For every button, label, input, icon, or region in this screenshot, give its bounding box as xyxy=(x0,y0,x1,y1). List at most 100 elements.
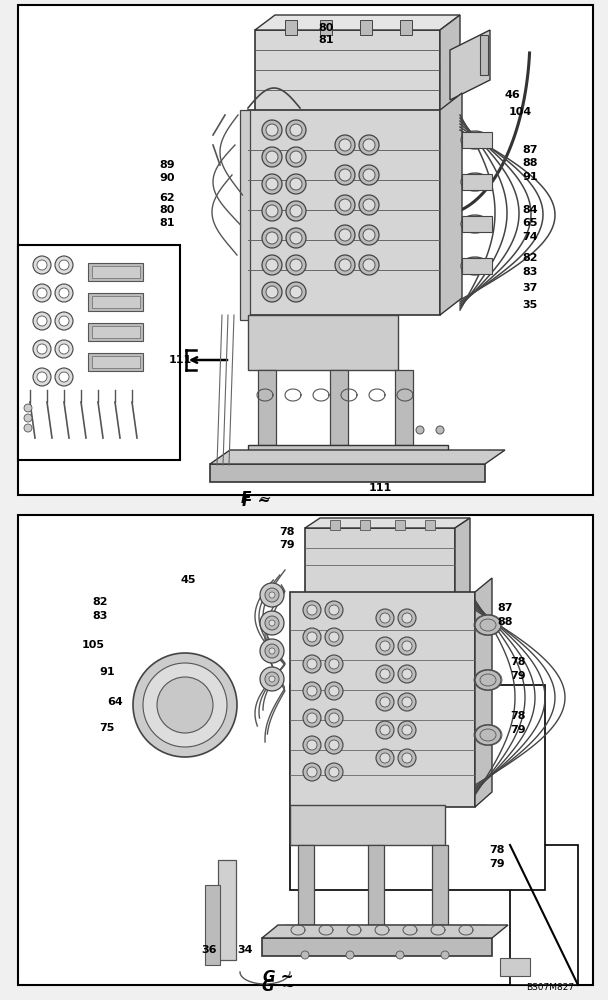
Circle shape xyxy=(290,232,302,244)
Bar xyxy=(290,592,475,807)
Ellipse shape xyxy=(461,131,489,149)
Bar xyxy=(18,245,180,460)
Polygon shape xyxy=(440,15,460,115)
Circle shape xyxy=(262,228,282,248)
Text: 45: 45 xyxy=(180,575,196,585)
Bar xyxy=(480,35,488,75)
Bar xyxy=(395,370,413,445)
Circle shape xyxy=(59,316,69,326)
Circle shape xyxy=(380,725,390,735)
Circle shape xyxy=(329,767,339,777)
Bar xyxy=(210,464,485,482)
Polygon shape xyxy=(255,15,460,30)
Bar xyxy=(320,20,332,35)
Circle shape xyxy=(286,147,306,167)
Circle shape xyxy=(398,637,416,655)
Polygon shape xyxy=(450,30,490,100)
Bar xyxy=(290,685,545,890)
Circle shape xyxy=(262,147,282,167)
Bar xyxy=(462,132,492,148)
Circle shape xyxy=(262,282,282,302)
Circle shape xyxy=(398,749,416,767)
Circle shape xyxy=(157,677,213,733)
Bar xyxy=(285,925,485,935)
Circle shape xyxy=(402,725,412,735)
Circle shape xyxy=(363,169,375,181)
Circle shape xyxy=(359,195,379,215)
Circle shape xyxy=(325,601,343,619)
Bar xyxy=(285,20,297,35)
Bar xyxy=(298,845,314,925)
Text: 111: 111 xyxy=(168,355,192,365)
Polygon shape xyxy=(210,450,505,464)
Circle shape xyxy=(325,655,343,673)
Circle shape xyxy=(346,951,354,959)
Circle shape xyxy=(325,763,343,781)
Circle shape xyxy=(266,259,278,271)
Bar xyxy=(500,958,530,976)
Text: 84: 84 xyxy=(522,205,538,215)
Circle shape xyxy=(290,286,302,298)
Circle shape xyxy=(59,344,69,354)
Circle shape xyxy=(286,282,306,302)
Text: 78: 78 xyxy=(510,711,526,721)
Circle shape xyxy=(339,169,351,181)
Text: 46: 46 xyxy=(504,90,520,100)
Circle shape xyxy=(376,609,394,627)
Circle shape xyxy=(55,256,73,274)
Ellipse shape xyxy=(475,670,501,690)
Circle shape xyxy=(37,260,47,270)
Circle shape xyxy=(402,753,412,763)
Circle shape xyxy=(37,288,47,298)
Circle shape xyxy=(329,632,339,642)
Circle shape xyxy=(329,740,339,750)
Text: 79: 79 xyxy=(279,540,295,550)
Circle shape xyxy=(265,588,279,602)
Circle shape xyxy=(260,583,284,607)
Circle shape xyxy=(269,592,275,598)
Text: 62: 62 xyxy=(159,193,175,203)
Bar xyxy=(255,30,440,115)
Bar xyxy=(462,174,492,190)
Circle shape xyxy=(441,951,449,959)
Circle shape xyxy=(286,228,306,248)
Circle shape xyxy=(307,767,317,777)
Bar xyxy=(92,356,140,368)
Circle shape xyxy=(266,286,278,298)
Circle shape xyxy=(301,951,309,959)
Circle shape xyxy=(339,229,351,241)
Circle shape xyxy=(380,697,390,707)
Text: 87: 87 xyxy=(497,603,513,613)
Bar xyxy=(330,370,348,445)
Ellipse shape xyxy=(475,615,501,635)
Bar xyxy=(18,515,593,985)
Circle shape xyxy=(290,259,302,271)
Polygon shape xyxy=(262,925,508,938)
Circle shape xyxy=(380,753,390,763)
Circle shape xyxy=(359,255,379,275)
Circle shape xyxy=(24,424,32,432)
Text: 90: 90 xyxy=(159,173,174,183)
Circle shape xyxy=(303,655,321,673)
Bar xyxy=(18,5,593,495)
Circle shape xyxy=(33,368,51,386)
Bar xyxy=(88,293,143,311)
Text: 89: 89 xyxy=(159,160,175,170)
Circle shape xyxy=(37,344,47,354)
Circle shape xyxy=(260,611,284,635)
Text: 105: 105 xyxy=(81,640,105,650)
Ellipse shape xyxy=(461,257,489,275)
Circle shape xyxy=(329,605,339,615)
Circle shape xyxy=(265,672,279,686)
Circle shape xyxy=(262,174,282,194)
Circle shape xyxy=(59,372,69,382)
Bar xyxy=(248,315,398,370)
Circle shape xyxy=(363,229,375,241)
Circle shape xyxy=(363,199,375,211)
Circle shape xyxy=(286,174,306,194)
Bar xyxy=(368,845,384,925)
Bar xyxy=(92,326,140,338)
Text: 88: 88 xyxy=(497,617,513,627)
Circle shape xyxy=(290,124,302,136)
Text: 82: 82 xyxy=(522,253,537,263)
